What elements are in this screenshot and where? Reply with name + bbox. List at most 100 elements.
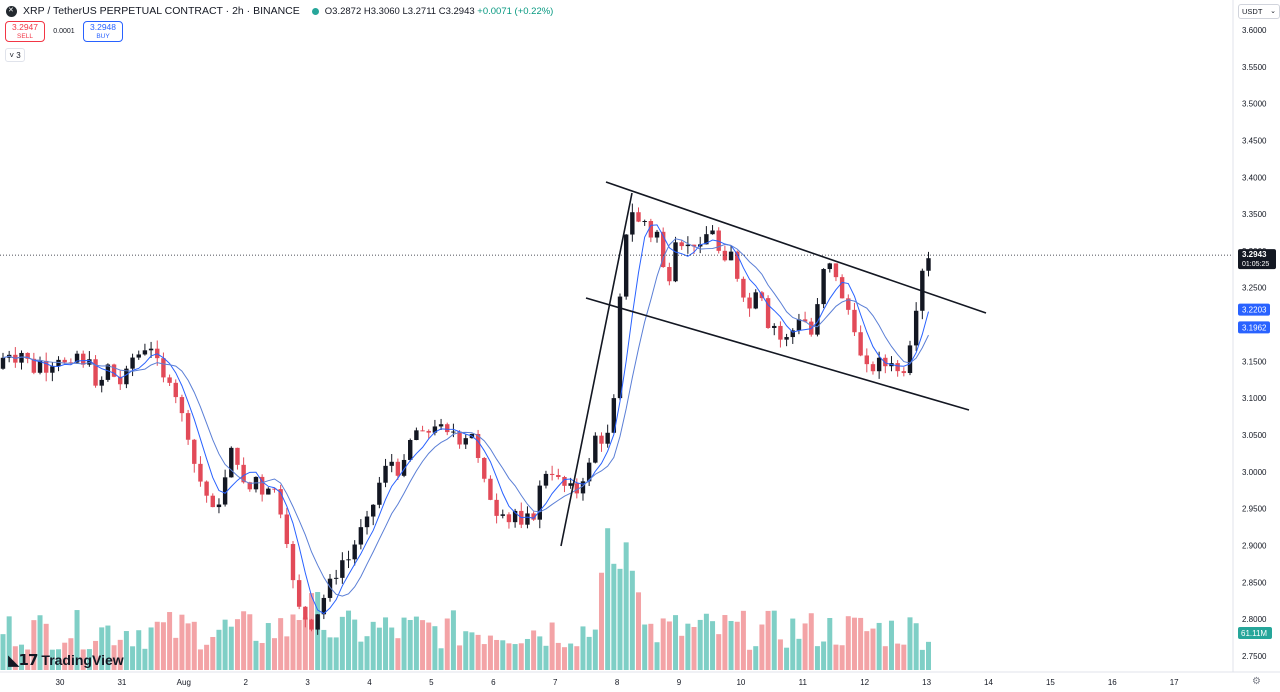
candle-body [148,348,154,351]
volume-bar [673,615,679,670]
candle-body [574,483,580,494]
sell-price: 3.2947 [12,22,38,32]
price-tick-label: 3.1500 [1242,357,1267,366]
time-tick-label: 4 [367,678,372,687]
volume-bar [537,636,543,670]
ma-value-badge [1238,303,1270,316]
candle-body [124,368,129,385]
price-tick-label: 2.8500 [1242,578,1267,587]
candle-body [284,514,290,545]
volume-bar [450,610,456,670]
volume-bar [241,611,247,670]
volume-bar [148,627,154,670]
candle-body [19,352,24,363]
candle-body [438,424,444,427]
volume-bar [771,610,777,670]
volume-bar [216,629,222,670]
time-axis: 30 31 Aug 2 3 4 5 6 7 8 9 10 11 12 13 14 15 16 17 [56,678,1180,687]
volume-bar [919,649,925,670]
volume-bar [851,617,857,670]
candle-body [679,242,684,247]
sell-button[interactable]: 3.2947 SELL [5,21,45,42]
indicators-toggle-button[interactable]: ˅ 3 [5,48,25,62]
price-axis: 3.60003.55003.50003.45003.40003.35003.30… [0,0,1280,673]
candle-body [741,278,746,298]
volume-bar [413,616,419,670]
tradingview-logo[interactable]: ◣17 TradingView [8,651,124,669]
candle-body [827,263,832,270]
candle-body [290,544,296,581]
volume-bar [747,649,753,670]
candle-body [846,298,851,310]
volume-bar [802,623,808,670]
volume-bar [376,627,382,670]
candle-body [111,364,117,377]
volume-bar [555,642,561,670]
candle-body [839,277,845,299]
volume-bar [210,636,216,670]
chevron-down-icon: ⌄ [1270,8,1276,15]
countdown-timer: 01:05:25 [1242,261,1269,268]
volume-bar [506,643,512,670]
candle-body [531,513,536,520]
time-tick-label: 15 [1046,678,1055,687]
candle-body [81,353,86,365]
candle-body [765,298,771,328]
trendline-drawings[interactable] [560,181,987,547]
candle-body [408,440,413,460]
candle-body [593,435,598,463]
time-tick-label: 10 [736,678,745,687]
candle-body [710,230,715,235]
volume-bar [123,631,129,670]
volume-bar [271,638,277,670]
price-tick-label: 2.8000 [1242,615,1267,624]
symbol-title[interactable]: XRP / TetherUS PERPETUAL CONTRACT · 2h ·… [23,5,300,17]
time-tick-label: 8 [615,678,620,687]
volume-bar [691,626,697,670]
volume-bar [839,645,845,670]
volume-bar [518,643,524,670]
candle-body [118,376,123,385]
volume-bar [364,636,370,670]
volume-bar [611,563,617,670]
volume-bar [481,644,487,670]
candle-body [512,510,518,523]
candle-body [445,424,450,433]
spread-value: 0.0001 [53,28,75,35]
volume-bar [710,621,716,670]
volume-bar [765,610,771,670]
time-tick-label: 16 [1108,678,1117,687]
channel-lower-trendline [585,297,970,411]
volume-bar [234,619,240,670]
volume-bar [913,623,919,670]
volume-bar [253,640,259,670]
candle-body [482,457,487,479]
candle-body [704,234,709,245]
candle-body [56,359,61,367]
volume-bar [679,635,685,670]
candle-body [321,597,327,615]
time-tick-label: 2 [243,678,248,687]
price-tick-label: 3.5000 [1242,100,1267,109]
candle-body [315,614,320,630]
currency-select[interactable]: USDT ⌄ [1238,4,1280,19]
gear-icon[interactable]: ⚙ [1252,676,1261,687]
volume-bar [777,639,783,670]
market-status-icon [311,7,319,15]
candlestick-series [0,203,931,635]
volume-bar [426,622,432,670]
high-value: H3.3060 [363,5,400,17]
candle-body [852,309,857,333]
price-tick-label: 3.1000 [1242,394,1267,403]
candle-body [432,426,438,433]
volume-bar [605,528,611,670]
last-price-badge [1238,249,1276,270]
volume-bar [62,642,68,670]
candle-body [907,345,913,374]
volume-bar [870,628,876,670]
buy-price: 3.2948 [90,22,116,32]
indicators-count: 3 [16,51,21,60]
candle-body [568,483,573,486]
buy-button[interactable]: 3.2948 BUY [83,21,123,42]
